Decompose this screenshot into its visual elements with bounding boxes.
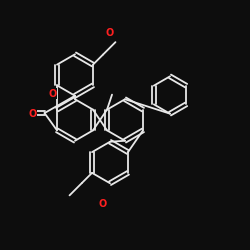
Text: O: O [48,89,56,99]
Text: O: O [28,109,36,119]
Text: O: O [106,28,114,38]
Text: O: O [98,199,106,209]
